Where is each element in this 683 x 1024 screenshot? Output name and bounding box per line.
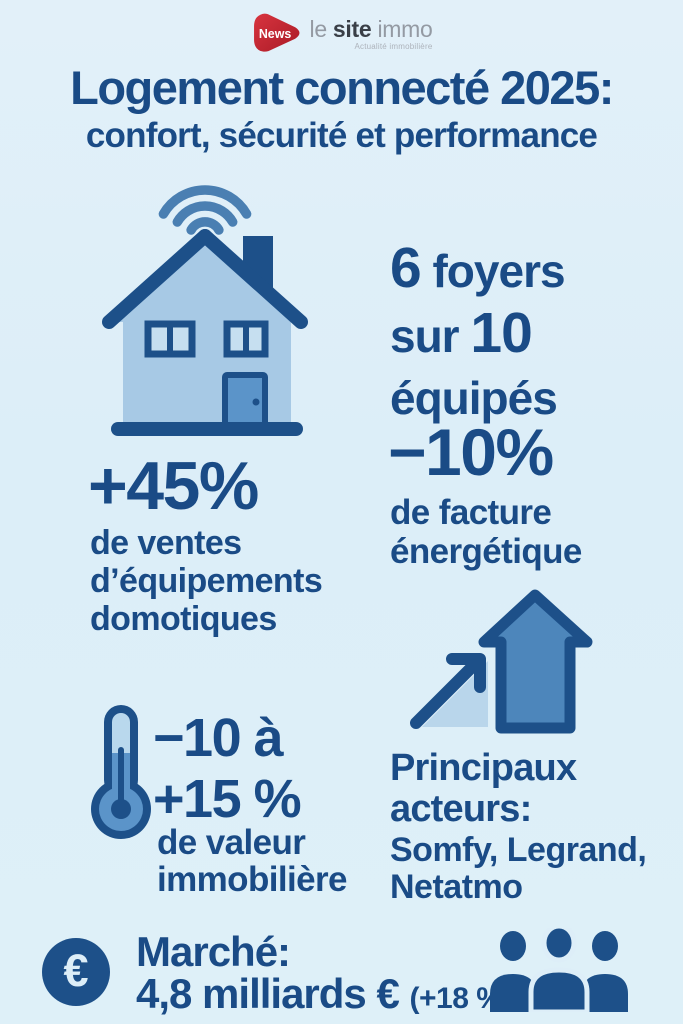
brand-le: le: [309, 16, 328, 42]
market-value: 4,8 milliards €: [136, 970, 410, 1017]
players-heading: Principaux acteurs:: [390, 747, 577, 830]
smart-house-wifi-icon: [102, 185, 308, 436]
wifi-icon: [158, 185, 252, 235]
thermometer-icon: [91, 705, 151, 839]
stat-domotics-caption: de ventes d’équipements domotiques: [90, 524, 323, 638]
market-label: Marché:: [136, 928, 291, 975]
people-group-icon: [490, 928, 628, 1012]
house-door: [222, 372, 268, 429]
house-growth-arrow-icon: [410, 589, 593, 734]
brand-tagline: Actualité immobilière: [354, 42, 433, 51]
site-logo: News le site immo Actualité immobilière: [0, 11, 683, 55]
stat-households: 6 foyers sur 10 équipés: [390, 236, 566, 424]
brand-wordmark: le site immo Actualité immobilière: [310, 11, 433, 51]
svg-text:News: News: [258, 27, 291, 41]
up-arrow-icon: [410, 653, 486, 729]
stat-domotics-value: +45%: [88, 448, 259, 524]
brand-site: site: [332, 16, 372, 42]
euro-coin-icon: €: [42, 938, 110, 1006]
market-stat: Marché: 4,8 milliards € (+18 %: [136, 928, 503, 1024]
market-growth: (+18 %: [409, 982, 503, 1015]
page-subtitle: confort, sécurité et performance: [85, 116, 598, 155]
page-title: Logement connecté 2025:: [70, 61, 614, 114]
stat-energy-value: −10%: [388, 415, 554, 489]
brand-immo: immo: [377, 16, 433, 42]
stat-property-caption: de valeur immobilière: [157, 823, 347, 899]
stat-property-value: −10 à +15 %: [153, 708, 302, 829]
house-windows: [144, 320, 269, 358]
players-names: Somfy, Legrand, Netatmo: [390, 831, 647, 906]
stat-energy-caption: de facture énergétique: [390, 493, 582, 571]
news-badge-icon: News: [253, 13, 299, 52]
